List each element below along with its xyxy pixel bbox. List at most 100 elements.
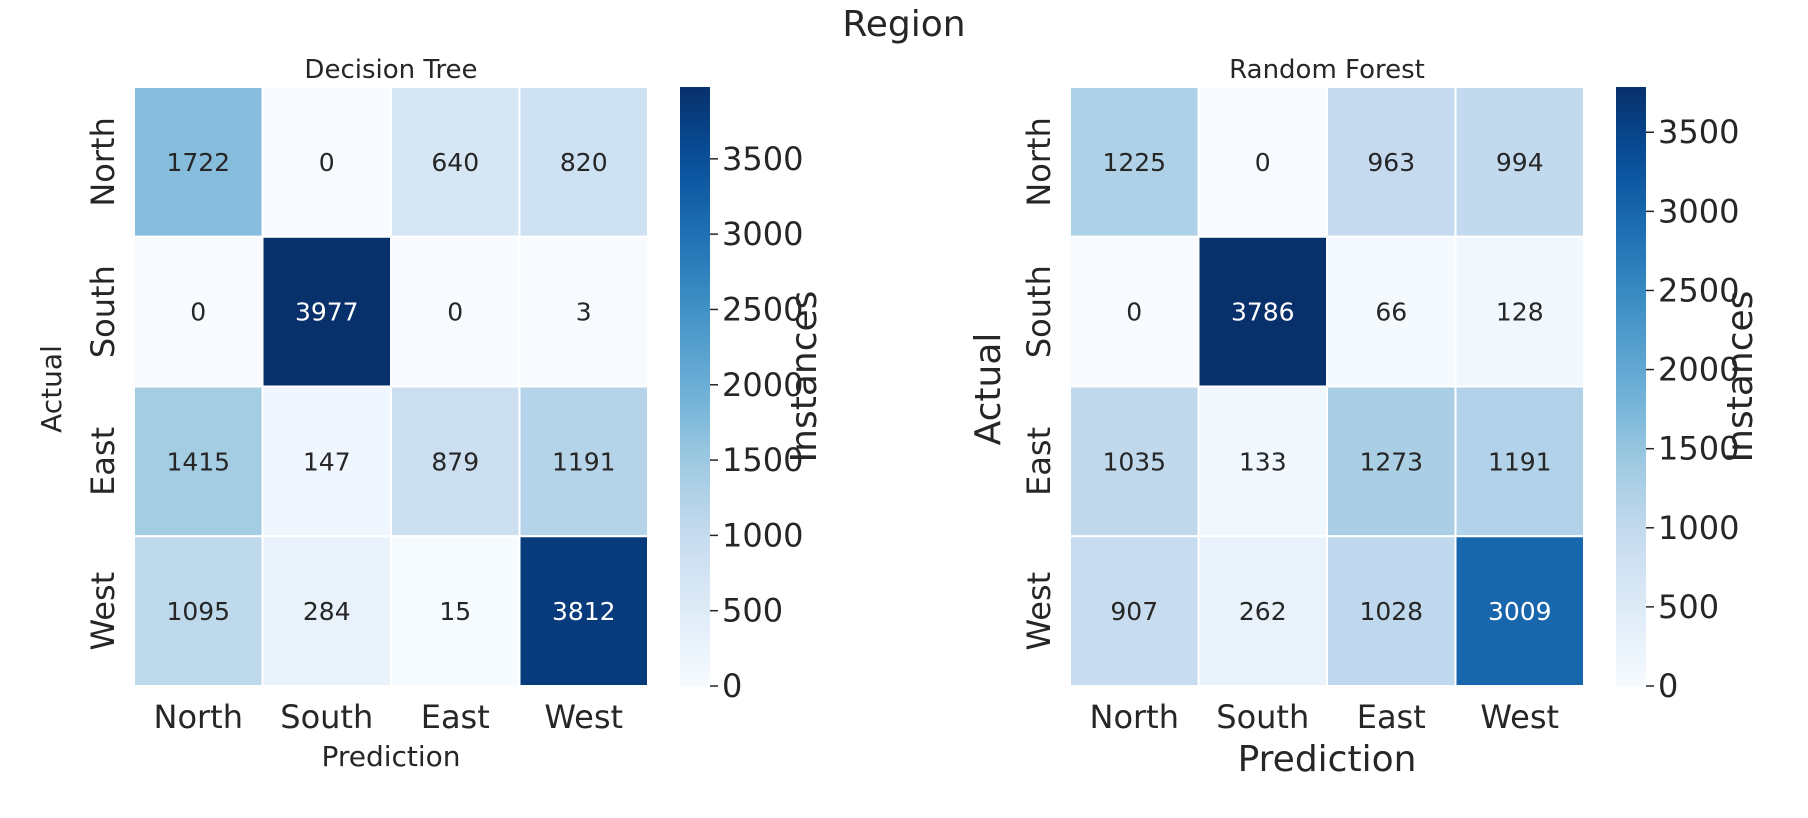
cell-value-label: 1035 (1102, 447, 1166, 476)
colorbar-tick-label: 1500 (1658, 430, 1739, 468)
heatmap-cell (1069, 235, 1200, 388)
colorbar-tick-label: 0 (1658, 667, 1678, 705)
colorbar-tick-label: 2500 (1658, 271, 1739, 309)
heatmap-cell (1454, 86, 1585, 238)
cell-value-label: 3812 (552, 597, 616, 626)
cell-value-label: 15 (439, 597, 471, 626)
y-tick-label: North (84, 117, 122, 207)
cell-value-label: 0 (190, 298, 206, 327)
heatmap-cell (1454, 385, 1585, 538)
x-tick-label: South (280, 698, 373, 736)
heatmap-cell (133, 86, 264, 238)
y-tick-label: North (1020, 117, 1058, 207)
heatmap-cell (1326, 86, 1457, 238)
heatmap-cell (1326, 535, 1457, 687)
heatmap-cell (261, 535, 392, 687)
cell-value-label: 3009 (1488, 597, 1552, 626)
heatmap-cell (518, 385, 649, 538)
heatmap-cell (133, 535, 264, 687)
y-tick-label: West (84, 572, 122, 651)
cell-value-label: 0 (319, 148, 335, 177)
cell-value-label: 1191 (1488, 447, 1552, 476)
colorbar-tick-label: 2000 (722, 366, 803, 404)
heatmap-cell (1326, 235, 1457, 388)
y-tick-label: South (84, 265, 122, 358)
x-tick-label: West (544, 698, 623, 736)
cell-value-label: 262 (1239, 597, 1287, 626)
heatmap-panel-1: Decision Tree 1722 0 640 820 0 3977 0 3 1415 147 87… (35, 55, 825, 773)
cell-value-label: 1191 (552, 447, 616, 476)
colorbar-tick-label: 2500 (722, 290, 803, 328)
cell-value-label: 1095 (166, 597, 230, 626)
cell-value-label: 994 (1496, 148, 1544, 177)
cell-value-label: 133 (1239, 447, 1287, 476)
panel-title: Random Forest (1229, 55, 1425, 85)
heatmap-cell (261, 235, 392, 388)
heatmap-cell (1069, 86, 1200, 238)
cell-value-label: 820 (560, 148, 608, 177)
y-axis-label: Actual (35, 345, 68, 433)
cell-value-label: 128 (1496, 298, 1544, 327)
cell-value-label: 907 (1110, 597, 1158, 626)
colorbar-tick-label: 3000 (1658, 192, 1739, 230)
colorbar-tick-label: 0 (722, 667, 742, 705)
heatmap-panels: Decision Tree 1722 0 640 820 0 3977 0 3 1415 147 87… (35, 55, 1761, 780)
x-tick-label: West (1480, 698, 1559, 736)
heatmap-cell (1197, 385, 1328, 538)
cell-value-label: 3 (576, 298, 592, 327)
x-tick-label: North (1090, 698, 1180, 736)
colorbar-tick-label: 3500 (1658, 113, 1739, 151)
cell-value-label: 1415 (166, 447, 230, 476)
cell-value-label: 1225 (1102, 148, 1166, 177)
figure-title: Region (842, 4, 965, 45)
cell-value-label: 879 (431, 447, 479, 476)
heatmap-cell (1069, 385, 1200, 538)
x-axis-label: Prediction (321, 740, 460, 773)
cell-value-label: 3977 (295, 298, 359, 327)
colorbar-tick-label: 1000 (1658, 509, 1739, 547)
colorbar-tick-label: 500 (722, 592, 783, 630)
y-tick-label: East (84, 427, 122, 496)
heatmap-cell (261, 86, 392, 238)
heatmap-cell (1197, 235, 1328, 388)
cell-value-label: 0 (447, 298, 463, 327)
cell-value-label: 640 (431, 148, 479, 177)
heatmap-cell (390, 86, 521, 238)
cell-value-label: 1028 (1359, 597, 1423, 626)
heatmap-cell (518, 86, 649, 238)
heatmap-panel-2: Random Forest 1225 0 963 994 0 3786 66 128 1035 13… (968, 55, 1761, 780)
cell-value-label: 963 (1367, 148, 1415, 177)
cell-value-label: 3786 (1231, 298, 1295, 327)
cell-value-label: 147 (303, 447, 351, 476)
x-tick-label: East (1357, 698, 1426, 736)
colorbar-tick-label: 3000 (722, 215, 803, 253)
heatmap-cell (518, 535, 649, 687)
x-axis-label: Prediction (1238, 739, 1417, 780)
colorbar-tick-label: 1500 (722, 441, 803, 479)
colorbar-label: Instances (1720, 291, 1761, 463)
heatmap-cell (261, 385, 392, 538)
y-tick-label: West (1020, 572, 1058, 651)
y-tick-label: East (1020, 427, 1058, 496)
panel-title: Decision Tree (304, 55, 477, 85)
x-tick-label: South (1216, 698, 1309, 736)
colorbar-tick-label: 2000 (1658, 351, 1739, 389)
heatmap-cell (518, 235, 649, 388)
heatmap-cell (1454, 235, 1585, 388)
colorbar-label: Instances (784, 291, 825, 463)
cell-value-label: 66 (1375, 298, 1407, 327)
cell-value-label: 284 (303, 597, 351, 626)
colorbar-tick-label: 500 (1658, 588, 1719, 626)
cell-value-label: 1273 (1359, 447, 1423, 476)
x-tick-label: East (421, 698, 490, 736)
x-tick-label: North (154, 698, 244, 736)
y-axis-label: Actual (968, 333, 1009, 446)
colorbar-tick-label: 3500 (722, 140, 803, 178)
cell-value-label: 0 (1255, 148, 1271, 177)
cell-value-label: 0 (1126, 298, 1142, 327)
y-tick-label: South (1020, 265, 1058, 358)
heatmap-cell (1454, 535, 1585, 687)
colorbar (680, 87, 710, 686)
